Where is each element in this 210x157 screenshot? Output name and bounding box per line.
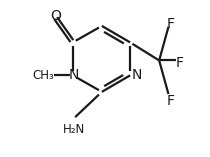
Text: CH₃: CH₃ <box>32 69 54 82</box>
Text: H₂N: H₂N <box>63 123 85 136</box>
Text: N: N <box>131 68 142 82</box>
Text: F: F <box>167 17 175 31</box>
Text: O: O <box>50 9 61 24</box>
Text: F: F <box>176 56 184 70</box>
Text: N: N <box>68 68 79 82</box>
Text: F: F <box>167 94 175 108</box>
